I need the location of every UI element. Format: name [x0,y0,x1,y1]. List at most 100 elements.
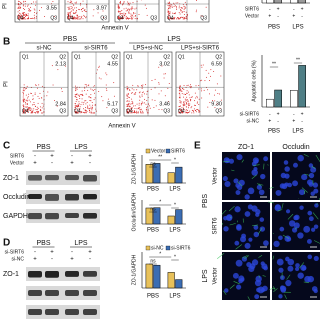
flow-dot [84,87,86,89]
flow-dot [187,112,189,114]
flow-dot [71,8,73,10]
sign: - [34,154,36,160]
legend-label: SIRT6 [171,148,185,154]
blot-strip [26,305,100,319]
nucleus [311,227,316,232]
flow-dot [77,108,79,110]
flow-dot [19,1,21,3]
legend-swatch [145,148,151,154]
nucleus [263,240,269,247]
flow-dot [25,109,27,111]
flow-dot [127,108,129,110]
flow-dot [180,109,182,111]
flow-dot [183,93,185,95]
flow-dot [128,97,130,99]
flow-dot [161,65,163,67]
flow-dot [127,8,129,10]
flow-dot [169,14,171,16]
bar [298,65,306,108]
flow-dot [28,93,30,95]
flow-dot [141,87,143,89]
flow-dot [81,93,83,95]
flow-dot [174,13,176,15]
flow-dot [75,9,77,11]
flow-dot [91,108,93,110]
flow-dot [79,16,81,18]
flow-dot [163,73,165,75]
flow-dot [160,90,162,92]
sign: - [301,118,303,124]
flow-dot [37,107,39,109]
flow-dot [127,1,129,3]
flow-dot [17,2,19,4]
flow-dot [21,14,23,16]
flow-dot [200,64,202,66]
flow-dot [35,112,37,114]
flow-dot [129,17,131,19]
flow-dot [23,111,25,113]
flow-dot [178,18,180,20]
flow-dot [90,88,92,90]
flow-dot [202,64,204,66]
bar [266,98,274,108]
nucleus [284,166,290,172]
legend-swatch [165,148,171,154]
flow-dot [78,18,80,20]
flow-dot [183,88,185,90]
flow-dot [178,111,180,113]
flow-dot [20,18,22,20]
flow-dot [194,100,196,102]
flow-dot [98,91,100,93]
flow-dot [185,11,187,13]
flow-dot [179,18,181,20]
flow-dot [141,95,143,97]
significance: * [159,199,161,205]
flow-dot [128,18,130,20]
flow-dot [23,104,25,106]
flow-dot [83,15,85,17]
flow-dot [18,16,20,18]
flow-dot [17,0,19,2]
flow-dot [33,14,35,16]
flow-dot [80,2,82,4]
junction-stain [252,224,259,226]
flow-dot [35,84,37,86]
flow-dot [76,17,78,19]
blot-band [28,290,42,296]
flow-dot [187,84,189,86]
flow-dot [134,18,136,20]
junction-stain [294,227,298,230]
flow-dot [185,109,187,111]
flow-dot [80,18,82,20]
blot-band [65,213,79,219]
flow-dot [169,6,171,8]
flow-dot [172,18,174,20]
junction-stain [262,275,266,277]
row-label: si-NC [12,256,25,262]
flow-dot [190,98,192,100]
flow-dot [207,89,209,91]
quadrant-label: Q3 [163,108,170,114]
junction-stain [257,227,263,235]
flow-dot [172,12,174,14]
blot-band [83,309,97,315]
flow-dot [163,77,165,79]
quadrant-label: Q1 [126,54,133,60]
flow-dot [41,85,43,87]
flow-dot [54,16,56,18]
nucleus [295,266,300,272]
flow-dot [200,15,202,17]
flow-dot [97,12,99,14]
significance: * [159,251,161,257]
flow-dot [76,18,78,20]
sign: + [33,161,37,167]
flow-dot [150,88,152,90]
flow-dot [126,16,128,18]
sign: - [269,111,271,117]
flow-dot [185,110,187,112]
flow-dot [98,66,100,68]
flow-dot [80,9,82,11]
sign: - [301,13,303,19]
nucleus [236,284,242,290]
flow-dot [128,9,130,11]
